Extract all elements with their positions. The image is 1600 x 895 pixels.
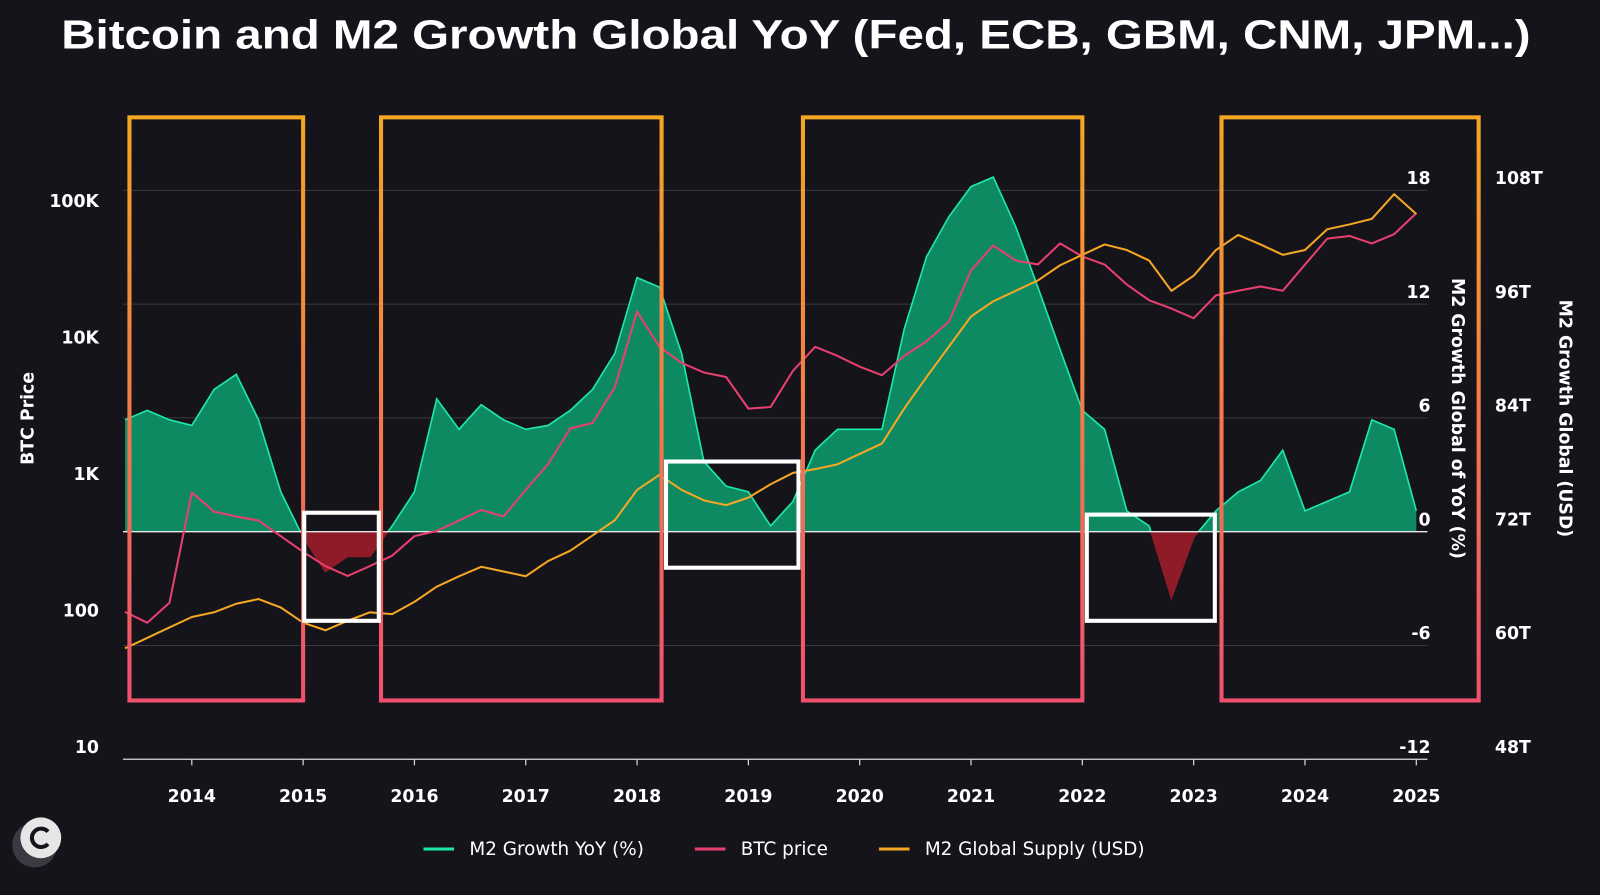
x-tick-label: 2018 — [613, 787, 661, 807]
highlight-box — [302, 510, 381, 623]
legend-label: M2 Global Supply (USD) — [925, 839, 1145, 860]
y3-axis-title: M2 Growth Global (USD) — [1554, 300, 1574, 538]
x-tick-label: 2019 — [724, 787, 772, 807]
x-tick-label: 2022 — [1058, 787, 1106, 807]
x-tick-label: 2015 — [279, 787, 327, 807]
y2-axis-title: M2 Growth Global of YoY (%) — [1447, 278, 1467, 559]
chart-title: Bitcoin and M2 Growth Global YoY (Fed, E… — [61, 12, 1530, 58]
highlight-box — [1084, 512, 1217, 623]
y2-tick-label: -6 — [1411, 624, 1430, 644]
x-tick-label: 2021 — [947, 787, 995, 807]
x-tick-label: 2014 — [168, 787, 216, 807]
x-tick-label: 2024 — [1281, 787, 1329, 807]
x-tick-label: 2020 — [836, 787, 884, 807]
y3-tick-label: 84T — [1495, 397, 1531, 417]
y2-tick-label: 12 — [1406, 283, 1430, 303]
x-tick-label: 2023 — [1170, 787, 1218, 807]
x-tick-label: 2025 — [1392, 787, 1440, 807]
logo — [12, 817, 62, 868]
y-tick-label: 100 — [63, 601, 99, 621]
highlight-box — [800, 115, 1085, 703]
y2-tick-label: -12 — [1399, 738, 1430, 758]
y-axis-title: BTC Price — [19, 372, 39, 465]
line — [124, 193, 1418, 650]
line — [124, 212, 1418, 624]
y-tick-label: 10K — [61, 328, 99, 348]
area-line — [124, 176, 1418, 532]
highlight-box — [1219, 115, 1481, 703]
y3-tick-label: 72T — [1495, 510, 1531, 530]
area-line-negative — [299, 531, 1200, 601]
x-tick-label: 2017 — [502, 787, 550, 807]
y2-tick-label: 18 — [1406, 169, 1430, 189]
y3-tick-label: 48T — [1495, 738, 1531, 758]
area-positive — [125, 177, 1417, 532]
y2-tick-label: 0 — [1419, 510, 1431, 530]
x-tick-label: 2016 — [390, 787, 438, 807]
highlight-box — [378, 115, 664, 703]
y3-tick-label: 96T — [1495, 283, 1531, 303]
y3-tick-label: 60T — [1495, 624, 1531, 644]
y-tick-label: 10 — [75, 738, 99, 758]
y3-tick-label: 108T — [1495, 169, 1543, 189]
legend-label: M2 Growth YoY (%) — [469, 839, 643, 860]
y2-tick-label: 6 — [1419, 397, 1431, 417]
y-tick-label: 100K — [49, 192, 99, 212]
highlight-box — [663, 459, 801, 570]
y-tick-label: 1K — [73, 465, 99, 485]
highlight-box — [127, 115, 306, 703]
legend-label: BTC price — [741, 839, 828, 860]
